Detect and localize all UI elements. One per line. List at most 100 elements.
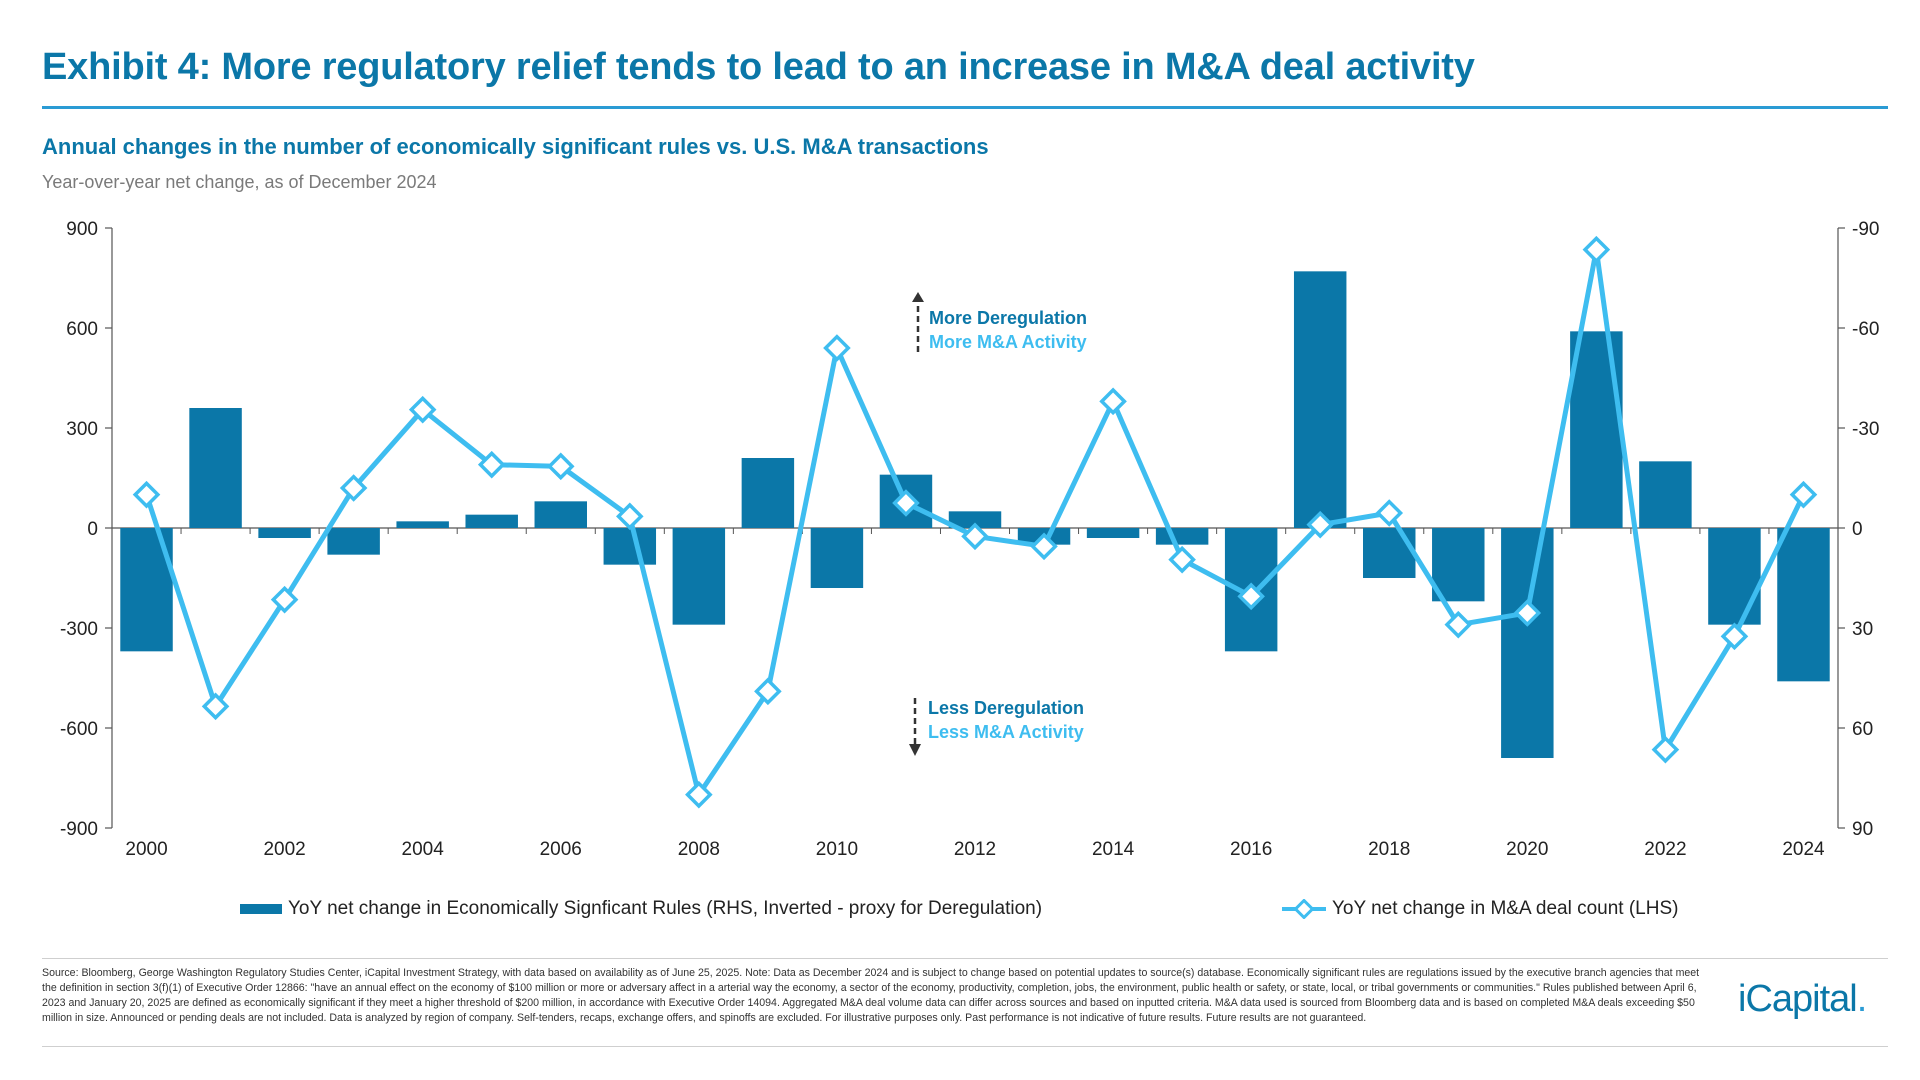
line-point: [1582, 235, 1611, 264]
left-tick-label: 300: [66, 419, 98, 440]
bar: [396, 521, 449, 528]
annotation-more-deregulation: More Deregulation: [929, 308, 1087, 328]
chart-title: Exhibit 4: More regulatory relief tends …: [42, 46, 1475, 88]
annotation-more-ma: More M&A Activity: [929, 332, 1087, 352]
line-point: [685, 780, 713, 809]
line-series: [132, 235, 1818, 809]
bar: [810, 528, 864, 588]
x-tick-label: 2024: [1782, 839, 1825, 860]
line-point: [1789, 480, 1818, 509]
line-point: [961, 522, 989, 551]
x-tick-label: 2016: [1230, 839, 1272, 860]
bar: [534, 501, 587, 528]
right-tick-label: 90: [1852, 819, 1873, 840]
x-tick-label: 2006: [540, 839, 582, 860]
right-tick-label: -90: [1852, 219, 1879, 240]
bar: [1777, 528, 1830, 682]
left-tick-label: -900: [60, 819, 98, 840]
line-point: [616, 502, 644, 531]
line-point: [1513, 599, 1542, 627]
bar: [189, 408, 242, 528]
line-point: [408, 395, 437, 424]
line-point: [1651, 735, 1680, 764]
bar: [1155, 528, 1209, 545]
title-divider: [42, 106, 1888, 109]
bar: [1293, 271, 1347, 528]
left-tick-label: 900: [66, 219, 98, 240]
right-tick-label: -30: [1852, 419, 1879, 440]
line-point: [1099, 387, 1127, 416]
down-annotation: Less Deregulation Less M&A Activity: [909, 698, 1084, 756]
x-tick-label: 2022: [1644, 839, 1686, 860]
left-tick-label: 0: [87, 519, 98, 540]
bar: [258, 528, 311, 538]
right-tick-label: -60: [1852, 319, 1879, 340]
x-tick-label: 2010: [816, 839, 858, 860]
right-tick-label: 60: [1852, 719, 1873, 740]
x-tick-label: 2004: [402, 839, 445, 860]
right-tick-label: 30: [1852, 619, 1873, 640]
annotation-less-deregulation: Less Deregulation: [928, 698, 1084, 718]
bar: [672, 528, 726, 625]
bar: [1363, 528, 1416, 578]
bar: [1086, 528, 1140, 538]
x-tick-label: 2000: [125, 839, 167, 860]
line-point: [339, 474, 368, 502]
line-point: [892, 489, 920, 517]
line-point: [132, 480, 161, 509]
line-point: [477, 450, 506, 479]
annotation-less-ma: Less M&A Activity: [928, 722, 1084, 742]
line-point: [201, 692, 230, 721]
legend-line-label: YoY net change in M&A deal count (LHS): [1332, 898, 1679, 919]
line-point: [823, 334, 851, 362]
x-tick-label: 2012: [954, 839, 996, 860]
line-point: [1168, 545, 1196, 574]
legend-line-swatch: [1282, 899, 1326, 919]
up-arrowhead-icon: [912, 292, 924, 302]
line-point: [1444, 610, 1473, 639]
line-point: [1306, 510, 1334, 539]
left-tick-label: -300: [60, 619, 98, 640]
icapital-logo: iCapital.: [1738, 978, 1867, 1020]
bar: [327, 528, 380, 555]
line-point: [1030, 532, 1058, 561]
left-tick-label: 600: [66, 319, 98, 340]
legend-line: YoY net change in M&A deal count (LHS): [1282, 896, 1678, 922]
bar: [1570, 331, 1623, 528]
line-point: [754, 677, 782, 706]
line-point: [546, 452, 575, 481]
bar: [741, 458, 795, 528]
source-note: Source: Bloomberg, George Washington Reg…: [42, 967, 1700, 1024]
footer-divider-top: [42, 958, 1888, 959]
footer-divider-bottom: [42, 1046, 1888, 1047]
chart-subtitle: Annual changes in the number of economic…: [42, 134, 989, 159]
annotations: More Deregulation More M&A Activity Less…: [909, 292, 1087, 756]
right-tick-label: 0: [1852, 519, 1863, 540]
bar: [465, 514, 518, 528]
bar: [1639, 461, 1692, 528]
bar-series: [120, 271, 1830, 758]
bar: [1432, 528, 1485, 602]
line-point: [1375, 499, 1404, 527]
legend-bar-swatch: [240, 904, 282, 914]
line-point: [1720, 622, 1749, 651]
bar: [1501, 528, 1554, 758]
chart-note: Year-over-year net change, as of Decembe…: [42, 172, 437, 192]
line-point: [1237, 582, 1265, 611]
bar: [948, 511, 1002, 528]
bar: [1708, 528, 1761, 625]
bar: [603, 528, 657, 565]
line-point: [270, 585, 299, 614]
x-tick-label: 2008: [678, 839, 720, 860]
x-tick-label: 2020: [1506, 839, 1548, 860]
x-tick-label: 2014: [1092, 839, 1135, 860]
down-arrowhead-icon: [909, 744, 921, 756]
x-tick-label: 2002: [263, 839, 305, 860]
tick-labels: 9006003000-300-600-900-90-60-30030609020…: [60, 219, 1880, 860]
left-tick-label: -600: [60, 719, 98, 740]
x-tick-label: 2018: [1368, 839, 1410, 860]
legend-bar: YoY net change in Economically Signfican…: [240, 896, 1042, 922]
legend-bar-label: YoY net change in Economically Signfican…: [288, 898, 1043, 919]
up-annotation: More Deregulation More M&A Activity: [912, 292, 1087, 352]
